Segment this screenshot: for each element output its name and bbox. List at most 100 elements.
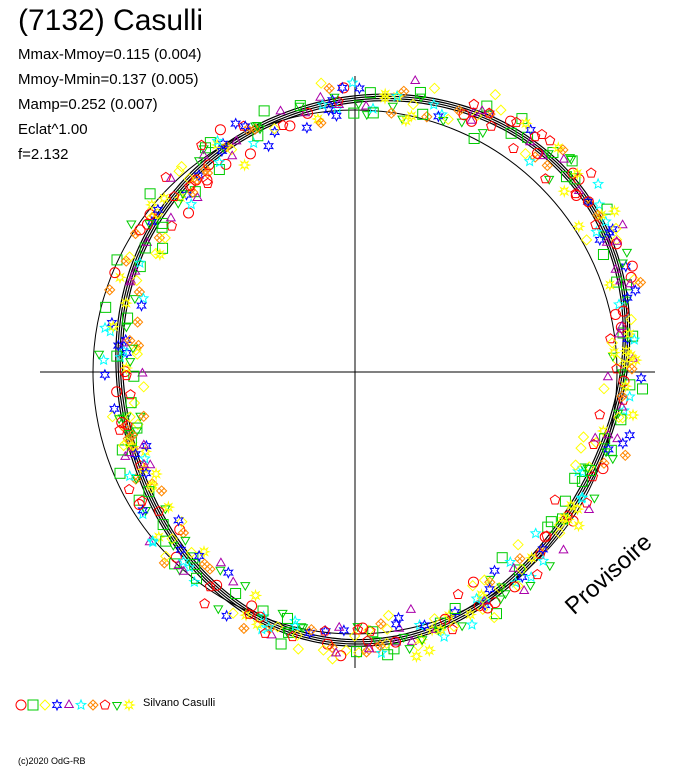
data-point-313 [134, 224, 146, 236]
data-point-561 [124, 334, 136, 347]
data-point-527 [330, 647, 342, 657]
data-point-303 [299, 107, 311, 117]
data-point-587 [117, 439, 130, 452]
data-point-145 [103, 284, 116, 296]
data-point-455 [122, 432, 135, 445]
data-point-466 [289, 614, 302, 627]
data-point-572 [159, 232, 171, 244]
data-point-336-x2 [251, 125, 259, 133]
data-point-402 [323, 82, 335, 95]
stat-mmax-mmoy: Mmax-Mmoy=0.115 (0.004) [18, 46, 202, 63]
data-point-430 [453, 104, 465, 117]
data-point-5 [348, 107, 360, 119]
data-point-529-x2 [129, 431, 136, 439]
data-point-127 [361, 111, 372, 121]
data-point-254 [616, 369, 628, 379]
data-point-472 [404, 645, 415, 655]
data-point-176 [486, 120, 497, 131]
data-point-437 [153, 247, 167, 262]
data-point-541-x2 [201, 560, 208, 568]
data-point-581 [543, 150, 554, 160]
data-point-460 [292, 643, 305, 655]
data-point-0 [145, 459, 156, 469]
data-point-345 [560, 171, 572, 183]
data-point-491 [448, 620, 460, 633]
data-point-470 [353, 100, 364, 110]
data-point-551 [495, 595, 506, 605]
data-point-448 [166, 533, 178, 545]
data-point-247-x2 [618, 392, 626, 400]
legend-marker-0 [15, 699, 27, 711]
data-point-220 [607, 352, 619, 362]
data-point-479 [123, 251, 136, 263]
data-point-553 [281, 612, 293, 624]
data-point-413 [119, 361, 134, 375]
data-point-310 [569, 472, 581, 484]
data-point-266 [505, 115, 517, 127]
data-point-100 [587, 471, 599, 482]
data-point-609 [331, 109, 342, 123]
data-point-498 [482, 602, 494, 614]
data-point-516 [585, 167, 597, 178]
data-point-293-x2 [193, 176, 201, 183]
data-point-519 [613, 411, 625, 424]
data-point-590 [116, 416, 128, 428]
data-point-570 [600, 448, 612, 458]
data-point-359 [380, 637, 393, 650]
data-point-536 [544, 135, 556, 146]
data-point-616 [239, 120, 251, 133]
data-point-275 [387, 102, 398, 112]
data-point-240 [340, 644, 352, 657]
data-point-227 [121, 323, 132, 333]
data-point-187 [129, 227, 142, 240]
data-point-557 [390, 636, 402, 648]
data-point-98 [604, 226, 615, 239]
data-point-584 [193, 549, 205, 563]
data-point-4 [421, 111, 433, 123]
data-point-443 [296, 623, 307, 633]
legend-marker-1 [27, 699, 39, 711]
data-point-288 [316, 98, 329, 110]
data-point-545 [427, 98, 440, 110]
data-point-492 [539, 531, 551, 543]
data-point-488 [315, 77, 327, 89]
data-point-382 [525, 570, 538, 583]
data-point-544 [291, 629, 303, 642]
data-point-576 [178, 565, 189, 575]
data-point-428 [203, 159, 215, 171]
data-point-260 [323, 103, 335, 117]
data-point-589 [213, 156, 226, 168]
data-point-380 [519, 147, 532, 160]
data-point-563 [216, 144, 228, 158]
data-point-174 [418, 619, 430, 632]
data-point-499 [360, 646, 373, 658]
data-point-564 [409, 649, 424, 664]
data-point-594 [531, 147, 543, 159]
data-point-552 [230, 587, 242, 599]
data-point-509 [597, 463, 609, 475]
data-point-361 [575, 492, 588, 504]
data-point-231 [621, 279, 633, 291]
data-point-330 [186, 186, 199, 199]
data-point-46 [247, 136, 260, 149]
data-point-103 [406, 635, 418, 645]
data-point-75 [576, 491, 589, 503]
data-point-440 [175, 160, 188, 173]
data-point-528 [626, 363, 638, 375]
data-point-179 [221, 609, 232, 623]
data-point-422 [136, 299, 147, 312]
data-point-404 [417, 108, 429, 120]
data-point-166 [620, 260, 632, 273]
data-point-56 [388, 643, 400, 655]
data-point-454-x2 [134, 318, 141, 326]
data-point-215 [511, 116, 522, 127]
data-point-573 [529, 130, 541, 142]
data-point-457 [467, 576, 479, 588]
data-point-250 [149, 467, 163, 481]
data-point-307 [269, 125, 281, 139]
data-point-131-x2 [486, 110, 494, 118]
data-point-520 [602, 371, 614, 381]
legend-marker-8 [111, 702, 123, 712]
data-point-518 [629, 353, 643, 367]
data-point-52 [433, 110, 444, 123]
